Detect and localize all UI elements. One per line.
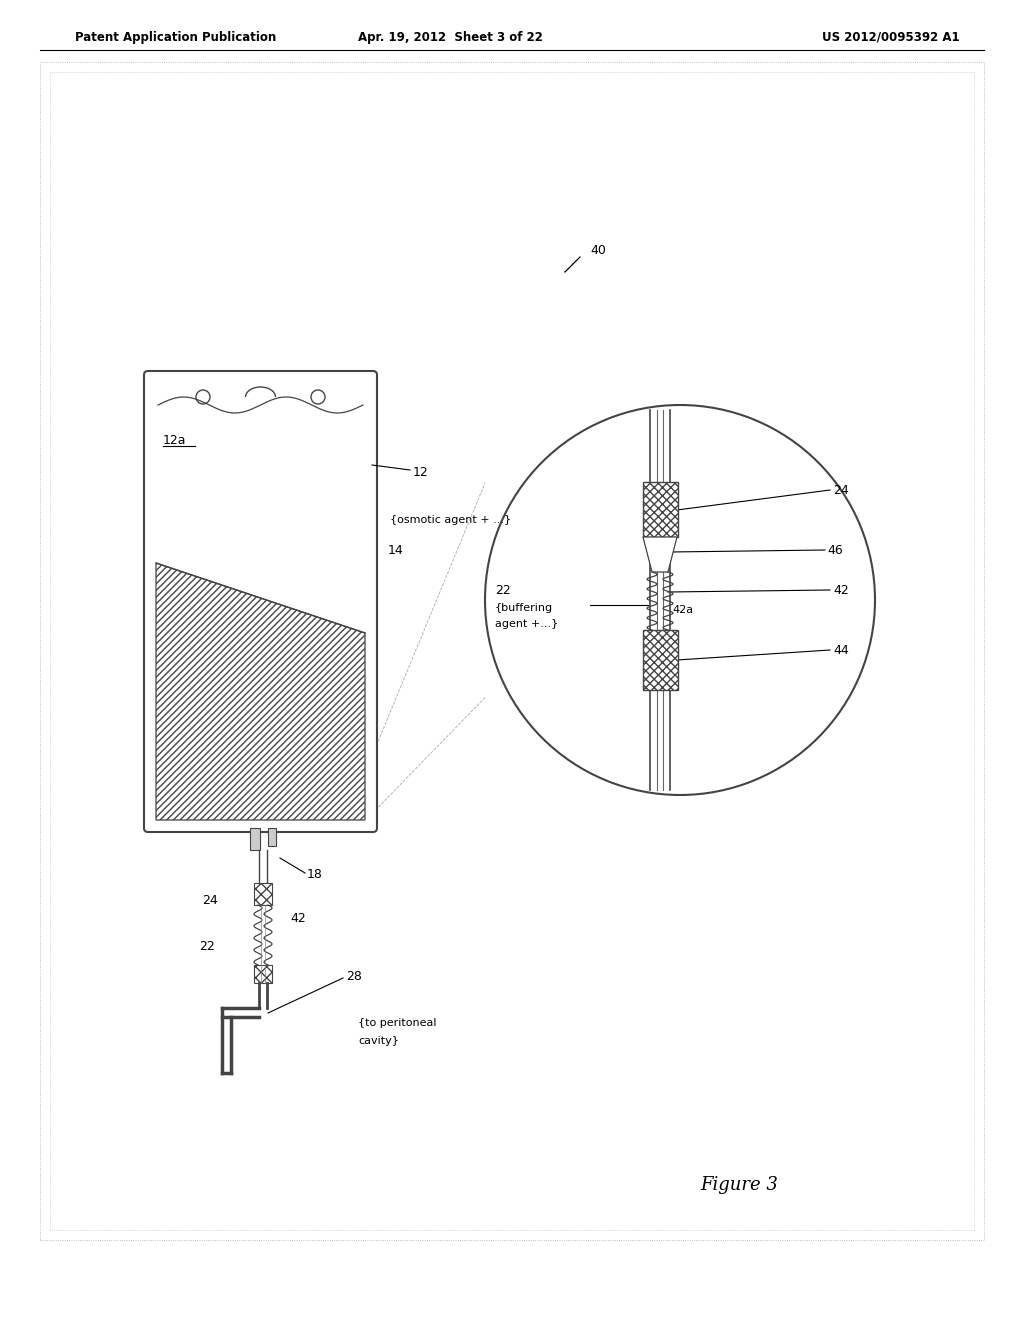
Text: 28: 28 xyxy=(346,969,361,982)
Bar xyxy=(254,883,272,906)
Text: 42: 42 xyxy=(833,583,849,597)
Text: 12: 12 xyxy=(413,466,429,479)
Text: 14: 14 xyxy=(388,544,403,557)
Text: {buffering: {buffering xyxy=(495,603,553,612)
FancyBboxPatch shape xyxy=(144,371,377,832)
Polygon shape xyxy=(643,537,677,572)
Text: Apr. 19, 2012  Sheet 3 of 22: Apr. 19, 2012 Sheet 3 of 22 xyxy=(357,30,543,44)
Text: 46: 46 xyxy=(827,544,843,557)
Bar xyxy=(250,828,260,850)
Text: cavity}: cavity} xyxy=(358,1036,399,1045)
Text: 42a: 42a xyxy=(672,605,693,615)
Bar xyxy=(268,828,276,846)
Polygon shape xyxy=(156,564,365,820)
Text: Patent Application Publication: Patent Application Publication xyxy=(75,30,276,44)
Text: 12a: 12a xyxy=(163,433,186,446)
Text: 40: 40 xyxy=(590,243,606,256)
Bar xyxy=(254,965,272,983)
Text: 24: 24 xyxy=(833,483,849,496)
Circle shape xyxy=(485,405,874,795)
Text: 18: 18 xyxy=(307,869,323,882)
Text: US 2012/0095392 A1: US 2012/0095392 A1 xyxy=(822,30,961,44)
Text: {osmotic agent + ...}: {osmotic agent + ...} xyxy=(390,515,511,525)
Text: 22: 22 xyxy=(200,940,215,953)
Text: 24: 24 xyxy=(203,894,218,907)
Text: agent +...}: agent +...} xyxy=(495,619,558,630)
Bar xyxy=(643,482,678,537)
Text: 44: 44 xyxy=(833,644,849,656)
Bar xyxy=(643,630,678,690)
Text: {to peritoneal: {to peritoneal xyxy=(358,1018,436,1028)
Text: 42: 42 xyxy=(290,912,306,924)
Text: Figure 3: Figure 3 xyxy=(700,1176,778,1195)
Text: 22: 22 xyxy=(495,583,511,597)
